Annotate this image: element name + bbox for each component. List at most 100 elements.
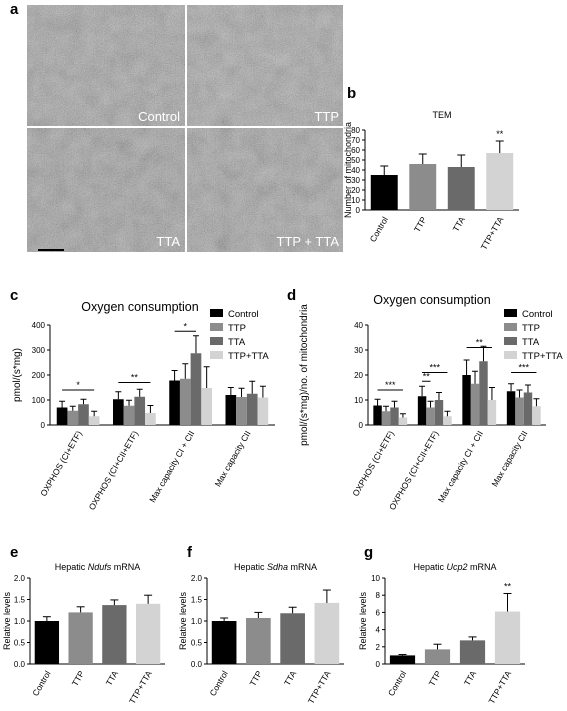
- bar: [179, 378, 191, 425]
- panel-label-g: g: [364, 544, 373, 561]
- y-tick-label: 0: [359, 421, 364, 430]
- bar: [459, 640, 486, 664]
- bar: [417, 396, 427, 425]
- micrograph-tta: TTA: [27, 128, 185, 252]
- bar: [373, 405, 382, 425]
- legend-label: TTP: [228, 323, 246, 334]
- legend-swatch: [504, 309, 517, 317]
- bar: [479, 361, 488, 425]
- y-tick-label: 2.0: [191, 574, 203, 583]
- bar: [389, 655, 416, 664]
- y-tick-label: 10: [354, 396, 363, 405]
- chart-ndufs: 0.0 0.5 1.0 1.5 2.0 Control TTP TTA TTP+TTA Hepat…: [2, 562, 165, 706]
- bar: [409, 164, 437, 210]
- chart-title: TEM: [433, 110, 452, 120]
- legend-swatch: [504, 337, 517, 345]
- x-tick-label: Max capacity CI + CII: [436, 429, 485, 504]
- y-tick-label: 70: [351, 136, 360, 145]
- legend-swatch: [210, 351, 223, 359]
- x-tick-label: TTP+TTA: [486, 669, 513, 706]
- x-tick-label: Control: [368, 215, 390, 244]
- legend-label: TTA: [228, 337, 246, 348]
- micrograph-label: TTP + TTA: [277, 234, 340, 249]
- x-tick-label: OXPHOS (CI+CII+ETF): [387, 429, 441, 512]
- legend-label: Control: [228, 309, 259, 320]
- bar: [398, 417, 408, 425]
- bar: [201, 388, 212, 425]
- legend-swatch: [504, 351, 517, 359]
- micrograph-control: Control: [27, 5, 185, 126]
- x-tick-label: TTP+TTA: [306, 669, 333, 706]
- x-tick-label: TTA: [451, 215, 468, 234]
- bar: [462, 375, 471, 425]
- bar: [190, 353, 202, 425]
- chart-title: Hepatic Sdha mRNA: [234, 562, 317, 572]
- bar: [88, 416, 100, 425]
- y-tick-label: 40: [354, 321, 363, 330]
- bar: [211, 621, 237, 664]
- micrograph-ttp: TTP: [187, 5, 343, 126]
- bar: [67, 410, 79, 425]
- bar: [135, 603, 161, 664]
- bar: [424, 649, 451, 664]
- significance-mark: *: [184, 321, 188, 331]
- bar: [443, 416, 452, 425]
- y-tick-label: 10: [371, 574, 380, 583]
- y-axis-label: Relative levels: [2, 591, 12, 650]
- chart-title: Oxygen consumption: [81, 300, 198, 314]
- legend-label: Control: [522, 309, 553, 320]
- legend-swatch: [504, 323, 517, 331]
- chart-ucp2: 0 2 4 6 8 10 Control TTP TTA TTP+TTA ** Hepatic Ucp…: [358, 562, 525, 706]
- y-tick-label: 300: [32, 346, 46, 355]
- bar: [515, 397, 524, 425]
- legend-label: TTP+TTA: [522, 351, 563, 362]
- significance-mark: **: [476, 338, 484, 348]
- y-axis-label: pmol/(s*mg)/no. of mitochondria: [299, 304, 310, 446]
- bar: [123, 405, 135, 425]
- y-tick-label: 0: [356, 206, 361, 215]
- x-tick-label: TTA: [462, 669, 479, 688]
- x-tick-label: Max capacity CII: [213, 429, 253, 488]
- legend-swatch: [210, 309, 223, 317]
- significance-mark: ***: [429, 363, 440, 373]
- x-tick-label: TTP: [70, 669, 87, 688]
- chart-title: Hepatic Ndufs mRNA: [55, 562, 141, 572]
- bar: [470, 383, 480, 425]
- x-tick-label: OXPHOS (CI+ETF): [350, 429, 396, 498]
- y-tick-label: 0.5: [14, 639, 26, 648]
- x-tick-label: Max capacity CII: [489, 429, 529, 488]
- y-tick-label: 0: [41, 421, 46, 430]
- y-tick-label: 1.5: [14, 596, 26, 605]
- bar: [246, 617, 271, 664]
- bar: [426, 407, 435, 425]
- y-axis-label: Relative levels: [178, 591, 188, 650]
- chart-title: Oxygen consumption: [373, 293, 490, 307]
- legend-swatch: [210, 323, 223, 331]
- micrograph-grid: Control TTP TTA TTP + TTA: [27, 5, 343, 252]
- significance-mark: **: [504, 581, 512, 591]
- bar: [487, 400, 497, 425]
- x-tick-label: TTP: [247, 669, 264, 688]
- significance-mark: ***: [385, 380, 396, 390]
- bar: [145, 413, 156, 425]
- chart-title: Hepatic Ucp2 mRNA: [413, 562, 496, 572]
- bar: [78, 404, 89, 425]
- y-tick-label: 100: [32, 396, 46, 405]
- significance-mark: **: [423, 371, 431, 381]
- bar: [390, 407, 399, 425]
- y-tick-label: 10: [351, 196, 360, 205]
- y-axis-label: pmol/(s*mg): [12, 348, 23, 402]
- x-tick-label: OXPHOS (CI+ETF): [38, 429, 84, 498]
- bar: [494, 611, 521, 664]
- micrograph-label: Control: [138, 109, 180, 124]
- bar: [34, 621, 60, 664]
- chart-oxygen-consumption-d: 0 10 20 30 40 OXPHOS (CI+ETF)OXPHOS (CI+CII+E…: [299, 293, 563, 512]
- y-tick-label: 2.0: [14, 574, 26, 583]
- bar: [523, 392, 533, 425]
- y-tick-label: 6: [376, 608, 381, 617]
- x-tick-label: TTP+TTA: [127, 669, 154, 706]
- legend-label: TTP: [522, 323, 540, 334]
- bar: [169, 380, 180, 425]
- x-tick-label: Control: [207, 669, 229, 698]
